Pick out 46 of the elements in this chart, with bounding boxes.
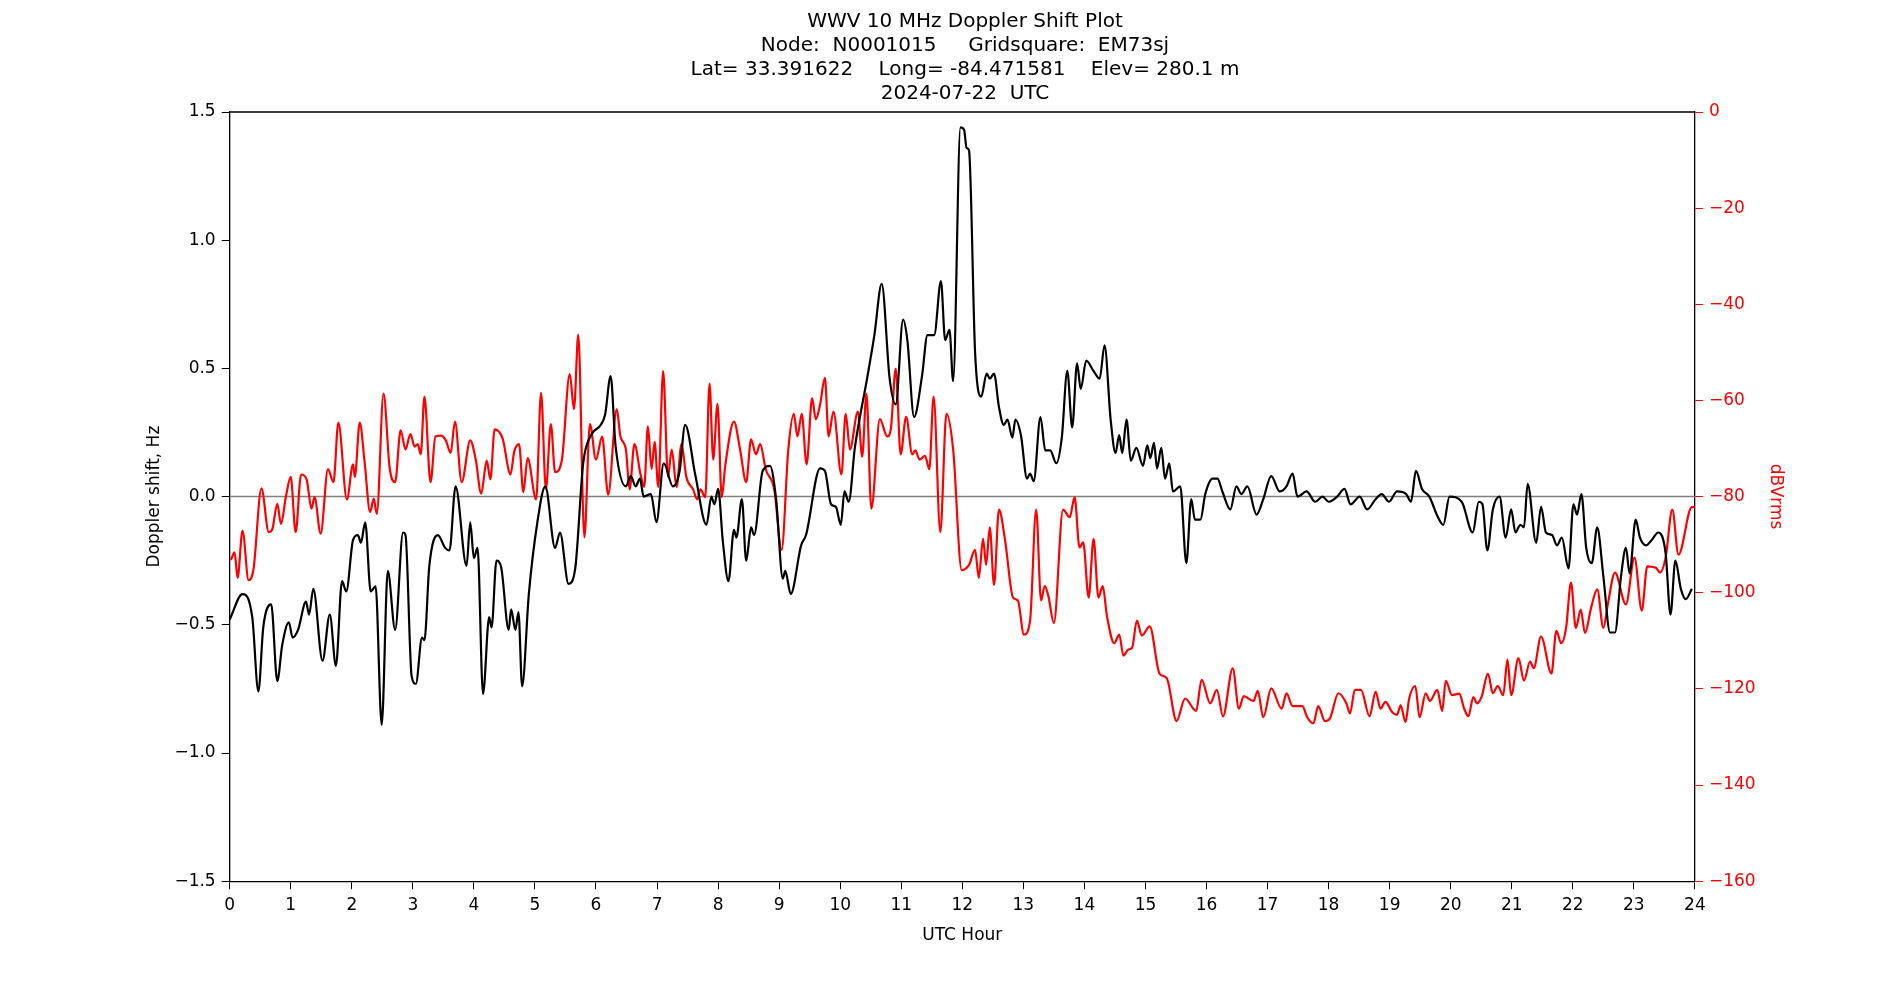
y-tick-label: 0.5 — [188, 356, 216, 377]
y2-tick-label: −20 — [1708, 196, 1745, 217]
x-tick-label: 22 — [1561, 893, 1584, 914]
y2-tick-label: −120 — [1708, 677, 1756, 698]
x-tick-label: 1 — [285, 893, 297, 914]
y2-tick-label: −160 — [1708, 869, 1756, 890]
x-tick-label: 19 — [1378, 893, 1401, 914]
x-tick-label: 20 — [1439, 893, 1462, 914]
y2-tick-label: −40 — [1708, 292, 1745, 313]
x-tick-label: 7 — [651, 893, 663, 914]
x-tick-label: 3 — [407, 893, 419, 914]
y-axis-title: Doppler shift, Hz — [142, 425, 163, 568]
x-tick-label: 21 — [1500, 893, 1523, 914]
x-tick-label: 15 — [1134, 893, 1157, 914]
x-tick-label: 6 — [590, 893, 602, 914]
y2-axis-title: dBVrms — [1767, 463, 1788, 530]
x-tick-label: 14 — [1073, 893, 1096, 914]
x-axis-title: UTC Hour — [922, 924, 1003, 945]
line-series — [229, 333, 1695, 725]
x-tick-label: 13 — [1012, 893, 1035, 914]
y2-tick-label: −60 — [1708, 388, 1745, 409]
x-tick-label: 11 — [890, 893, 913, 914]
y2-tick-label: −100 — [1708, 581, 1756, 602]
x-tick-label: 16 — [1195, 893, 1218, 914]
y2-tick-label: 0 — [1708, 100, 1720, 121]
y-tick-label: −1.0 — [174, 741, 216, 762]
x-tick-label: 10 — [829, 893, 852, 914]
y2-tick-label: −80 — [1708, 485, 1745, 506]
chart-title: WWV 10 MHz Doppler Shift Plot Node: N0001015 Gridsquare: EM73sj Lat= 33.391622 Long= -84.471581 Elev= 280.1 m 2024-07-22 UTC — [690, 8, 1240, 105]
x-tick-label: 24 — [1684, 893, 1706, 914]
x-tick-label: 4 — [468, 893, 480, 914]
x-tick-label: 0 — [224, 893, 236, 914]
y-tick-label: 1.5 — [188, 100, 216, 121]
x-tick-label: 12 — [951, 893, 974, 914]
y-tick-label: 1.0 — [188, 228, 216, 249]
y-tick-label: 0.0 — [188, 485, 216, 506]
x-tick-label: 23 — [1623, 893, 1645, 914]
y2-tick-label: −140 — [1708, 773, 1756, 794]
y-tick-label: −1.5 — [174, 869, 216, 890]
x-tick-label: 17 — [1256, 893, 1279, 914]
x-tick-label: 18 — [1317, 893, 1340, 914]
x-tick-label: 9 — [773, 893, 785, 914]
x-tick-label: 8 — [712, 893, 724, 914]
x-tick-label: 5 — [529, 893, 541, 914]
x-tick-label: 2 — [346, 893, 358, 914]
y-tick-label: −0.5 — [174, 613, 216, 634]
